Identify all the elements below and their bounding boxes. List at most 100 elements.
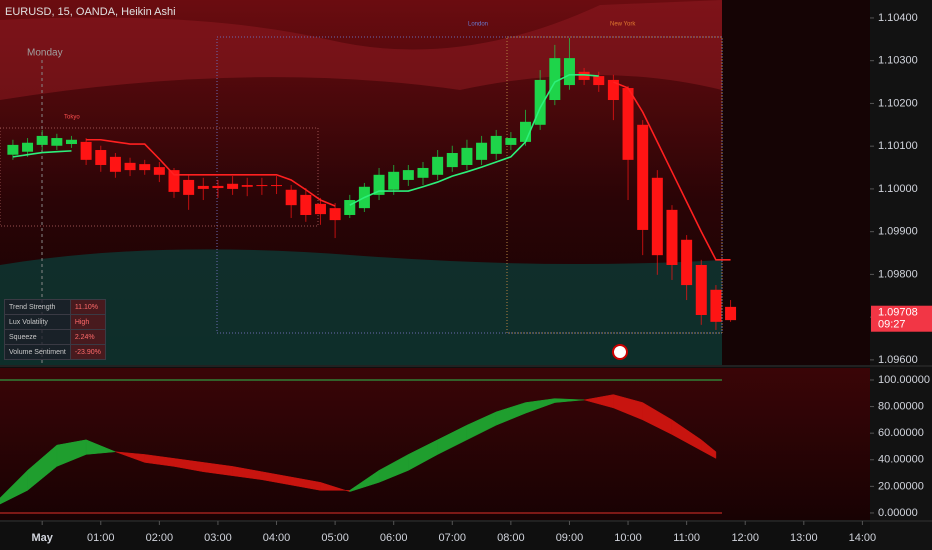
x-tick-label: 14:00 [849,532,877,544]
candle-body [446,153,458,168]
candle-body [256,185,268,187]
candle-body [271,185,283,187]
info-value: 2.24% [69,329,106,345]
candle-body [388,171,400,190]
candle-body [520,121,532,142]
candle-body [490,135,502,154]
candle-body [51,138,63,146]
x-tick-label: May [31,532,53,544]
candle-body [637,124,649,230]
x-tick-label: 05:00 [321,532,349,544]
y-tick-label: 1.10300 [878,55,918,67]
upper-band [0,0,722,100]
candle-body [534,79,546,125]
candle-body [227,183,239,189]
day-label: Monday [27,48,63,59]
candle-body [417,167,429,178]
y-tick-label: 1.09600 [878,354,918,366]
x-tick-label: 02:00 [146,532,174,544]
y-tick-label: 20.00000 [878,480,924,492]
candle-body [607,79,619,101]
candle-body [681,239,693,286]
x-tick-label: 08:00 [497,532,525,544]
info-value: 11.10% [69,299,106,315]
ribbon-segment [554,398,585,403]
candle-body [197,185,209,189]
candle-body [285,189,297,206]
trend-line [349,73,599,206]
x-tick-label: 06:00 [380,532,408,544]
info-label: Squeeze [4,329,71,345]
x-tick-label: 01:00 [87,532,115,544]
candle-body [183,179,195,195]
info-row: Lux Volatility High [4,314,106,330]
info-label: Lux Volatility [4,314,71,330]
y-tick-label: 1.10400 [878,12,918,24]
candle-body [651,177,663,256]
trend-line [12,150,72,158]
y-tick-label: 1.10000 [878,183,918,195]
session-label: New York [610,22,636,28]
y-tick-label: 40.00000 [878,454,924,466]
y-tick-label: 0.00000 [878,507,918,519]
y-tick-label: 1.10200 [878,97,918,109]
candle-body [476,142,488,160]
candle-body [593,76,605,86]
lower-band [0,249,722,365]
candle-body [695,264,707,315]
candle-body [710,289,722,322]
session-label: London [468,22,488,28]
info-label: Trend Strength [4,299,71,315]
header-title: EURUSD, 15, OANDA, Heikin Ashi [5,6,176,18]
last-price-box [871,305,932,332]
candle-body [505,138,517,145]
y-tick-label: 80.00000 [878,400,924,412]
x-tick-label: 10:00 [614,532,642,544]
future-area [722,0,870,365]
x-tick-label: 07:00 [439,532,467,544]
candle-body [622,88,634,160]
candle-body [212,185,224,189]
candle-body [563,58,575,86]
candle-body [65,139,77,145]
event-flag[interactable] [612,344,628,360]
last-price-label: 1.09708 [878,307,918,319]
candle-body [314,203,326,215]
candle-body [109,156,121,172]
candle-body [22,142,34,152]
x-tick-label: 09:00 [556,532,584,544]
info-row: Squeeze 2.24% [4,329,106,345]
candle-body [344,200,356,215]
trend-line [613,81,731,261]
x-tick-label: 03:00 [204,532,232,544]
y-tick-label: 60.00000 [878,427,924,439]
candle-body [549,58,561,101]
london-box [216,36,723,334]
info-row: Volume Sentiment -23.90% [4,344,106,360]
candle-body [432,156,444,175]
candle-body [168,170,180,192]
session-label: Tokyo [64,115,80,121]
y-tick-label: 1.09900 [878,226,918,238]
candle-body [95,150,107,165]
ribbon-segment [85,439,116,455]
candle-body [36,135,48,145]
info-table: Trend Strength 11.10% Lux Volatility High Sq… [4,299,106,360]
info-row: Trend Strength 11.10% [4,299,106,315]
candle-body [666,209,678,265]
info-label: Volume Sentiment [4,344,71,360]
candle-body [153,167,165,175]
countdown-label: 09:27 [878,319,906,331]
trend-line [86,138,336,207]
candle-body [241,185,253,187]
candle-body [139,164,151,171]
newyork-box [506,36,723,334]
candle-body [725,306,737,321]
info-value: High [69,314,106,330]
ribbon-segment [701,439,717,459]
x-tick-label: 11:00 [673,532,700,544]
price-axis [870,0,932,550]
y-tick-label: 1.10100 [878,140,918,152]
